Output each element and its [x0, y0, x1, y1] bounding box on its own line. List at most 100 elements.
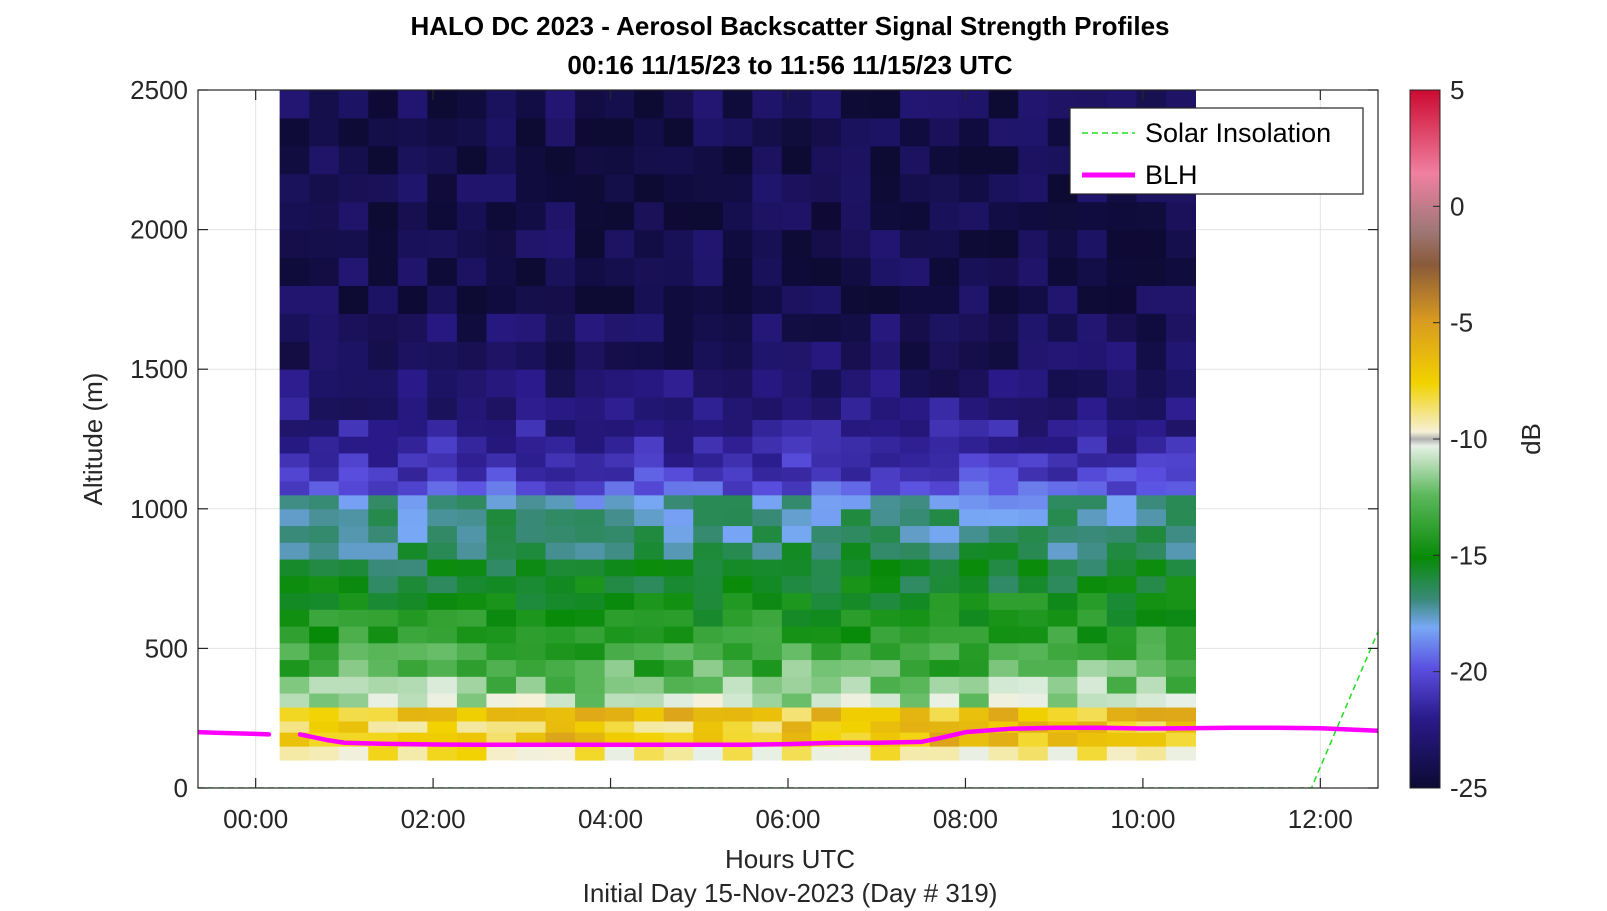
x-axis: 00:00 02:00 04:00 06:00 08:00 10:00 12:00 — [223, 90, 1353, 834]
heatmap-cell — [456, 369, 487, 398]
heatmap-cell — [1165, 542, 1196, 560]
heatmap-cell — [309, 642, 340, 661]
heatmap-cell — [368, 626, 399, 644]
heatmap-cell — [397, 313, 428, 342]
heatmap-cell — [309, 145, 340, 175]
heatmap-cell — [988, 369, 1019, 398]
heatmap-cell — [1077, 508, 1108, 527]
heatmap-cell — [1106, 494, 1137, 510]
heatmap-cell — [663, 341, 694, 370]
heatmap-cell — [456, 285, 487, 314]
heatmap-cell — [1077, 626, 1108, 644]
heatmap-cell — [1047, 397, 1078, 420]
heatmap-cell — [515, 542, 547, 560]
heatmap-cell — [663, 693, 694, 708]
heatmap-cell — [870, 397, 901, 420]
heatmap-cell — [1136, 494, 1167, 510]
heatmap-cell — [338, 626, 369, 644]
heatmap-cell — [988, 466, 1019, 482]
heatmap-cell — [338, 592, 369, 610]
heatmap-cell — [427, 452, 458, 468]
heatmap-cell — [663, 117, 694, 147]
heatmap-cell — [870, 173, 901, 203]
colorbar-label: dB — [1516, 423, 1546, 455]
heatmap-cell — [575, 575, 606, 594]
heatmap-cell — [427, 693, 458, 708]
heatmap-cell — [870, 285, 901, 314]
heatmap-cell — [575, 508, 606, 527]
heatmap-cell — [397, 419, 428, 437]
heatmap-cell — [545, 494, 576, 510]
heatmap-cell — [486, 341, 517, 370]
heatmap-cell — [988, 760, 1019, 788]
heatmap-cell — [309, 760, 340, 788]
heatmap-cell — [722, 419, 753, 437]
heatmap-cell — [545, 452, 576, 468]
heatmap-cell — [1165, 201, 1196, 231]
heatmap-cell — [900, 676, 931, 694]
heatmap-cell — [811, 201, 842, 231]
heatmap-cell — [663, 746, 694, 761]
heatmap-cell — [781, 707, 812, 722]
heatmap-cell — [1106, 466, 1137, 482]
heatmap-cell — [309, 173, 340, 203]
heatmap-cell — [279, 466, 310, 482]
heatmap-cell — [959, 201, 990, 231]
heatmap-cell — [545, 419, 576, 437]
heatmap-cell — [959, 542, 990, 560]
heatmap-cell — [811, 257, 842, 286]
x-tick-label: 04:00 — [578, 804, 643, 834]
heatmap-cell — [1018, 559, 1049, 577]
heatmap-cell — [338, 676, 369, 694]
heatmap-cell — [988, 494, 1019, 510]
heatmap-cell — [545, 480, 576, 496]
heatmap-cell — [545, 257, 576, 286]
heatmap-cell — [929, 117, 960, 147]
heatmap-cell — [900, 466, 931, 482]
heatmap-cell — [900, 707, 931, 722]
heatmap-cell — [781, 257, 812, 286]
x-tick-label: 12:00 — [1288, 804, 1353, 834]
heatmap-cell — [900, 760, 931, 788]
heatmap-cell — [1165, 480, 1196, 496]
heatmap-cell — [309, 369, 340, 398]
heatmap-cell — [515, 525, 547, 543]
heatmap-cell — [575, 642, 606, 661]
heatmap-cell — [1077, 542, 1108, 560]
heatmap-cell — [309, 117, 340, 147]
heatmap-cell — [1106, 341, 1137, 370]
heatmap-cell — [1018, 609, 1049, 627]
heatmap-cell — [870, 419, 901, 437]
heatmap-cell — [279, 542, 310, 560]
heatmap-cell — [693, 397, 724, 420]
heatmap-cell — [1047, 508, 1078, 527]
heatmap-cell — [575, 720, 606, 733]
heatmap-cell — [634, 145, 665, 175]
heatmap-cell — [575, 609, 606, 627]
heatmap-cell — [604, 466, 635, 482]
heatmap-cell — [1165, 592, 1196, 610]
heatmap-cell — [840, 397, 872, 420]
heatmap-cell — [1136, 369, 1167, 398]
heatmap-cell — [870, 436, 901, 454]
heatmap-cell — [693, 313, 724, 342]
heatmap-cell — [456, 90, 487, 119]
heatmap-cell — [545, 642, 576, 661]
heatmap-cell — [515, 659, 547, 677]
heatmap-cell — [1165, 397, 1196, 420]
heatmap-cell — [1106, 707, 1137, 722]
heatmap-cell — [988, 508, 1019, 527]
blh-line — [297, 725, 1378, 747]
heatmap-cell — [959, 341, 990, 370]
heatmap-cell — [397, 542, 428, 560]
heatmap-cell — [545, 285, 576, 314]
heatmap-cell — [722, 341, 753, 370]
heatmap-cell — [1106, 592, 1137, 610]
heatmap-cell — [486, 659, 517, 677]
heatmap-cell — [309, 592, 340, 610]
heatmap-cell — [368, 285, 399, 314]
legend-box — [1069, 107, 1364, 195]
heatmap-cell — [604, 90, 635, 119]
heatmap-cell — [515, 397, 547, 420]
heatmap-cell — [722, 397, 753, 420]
